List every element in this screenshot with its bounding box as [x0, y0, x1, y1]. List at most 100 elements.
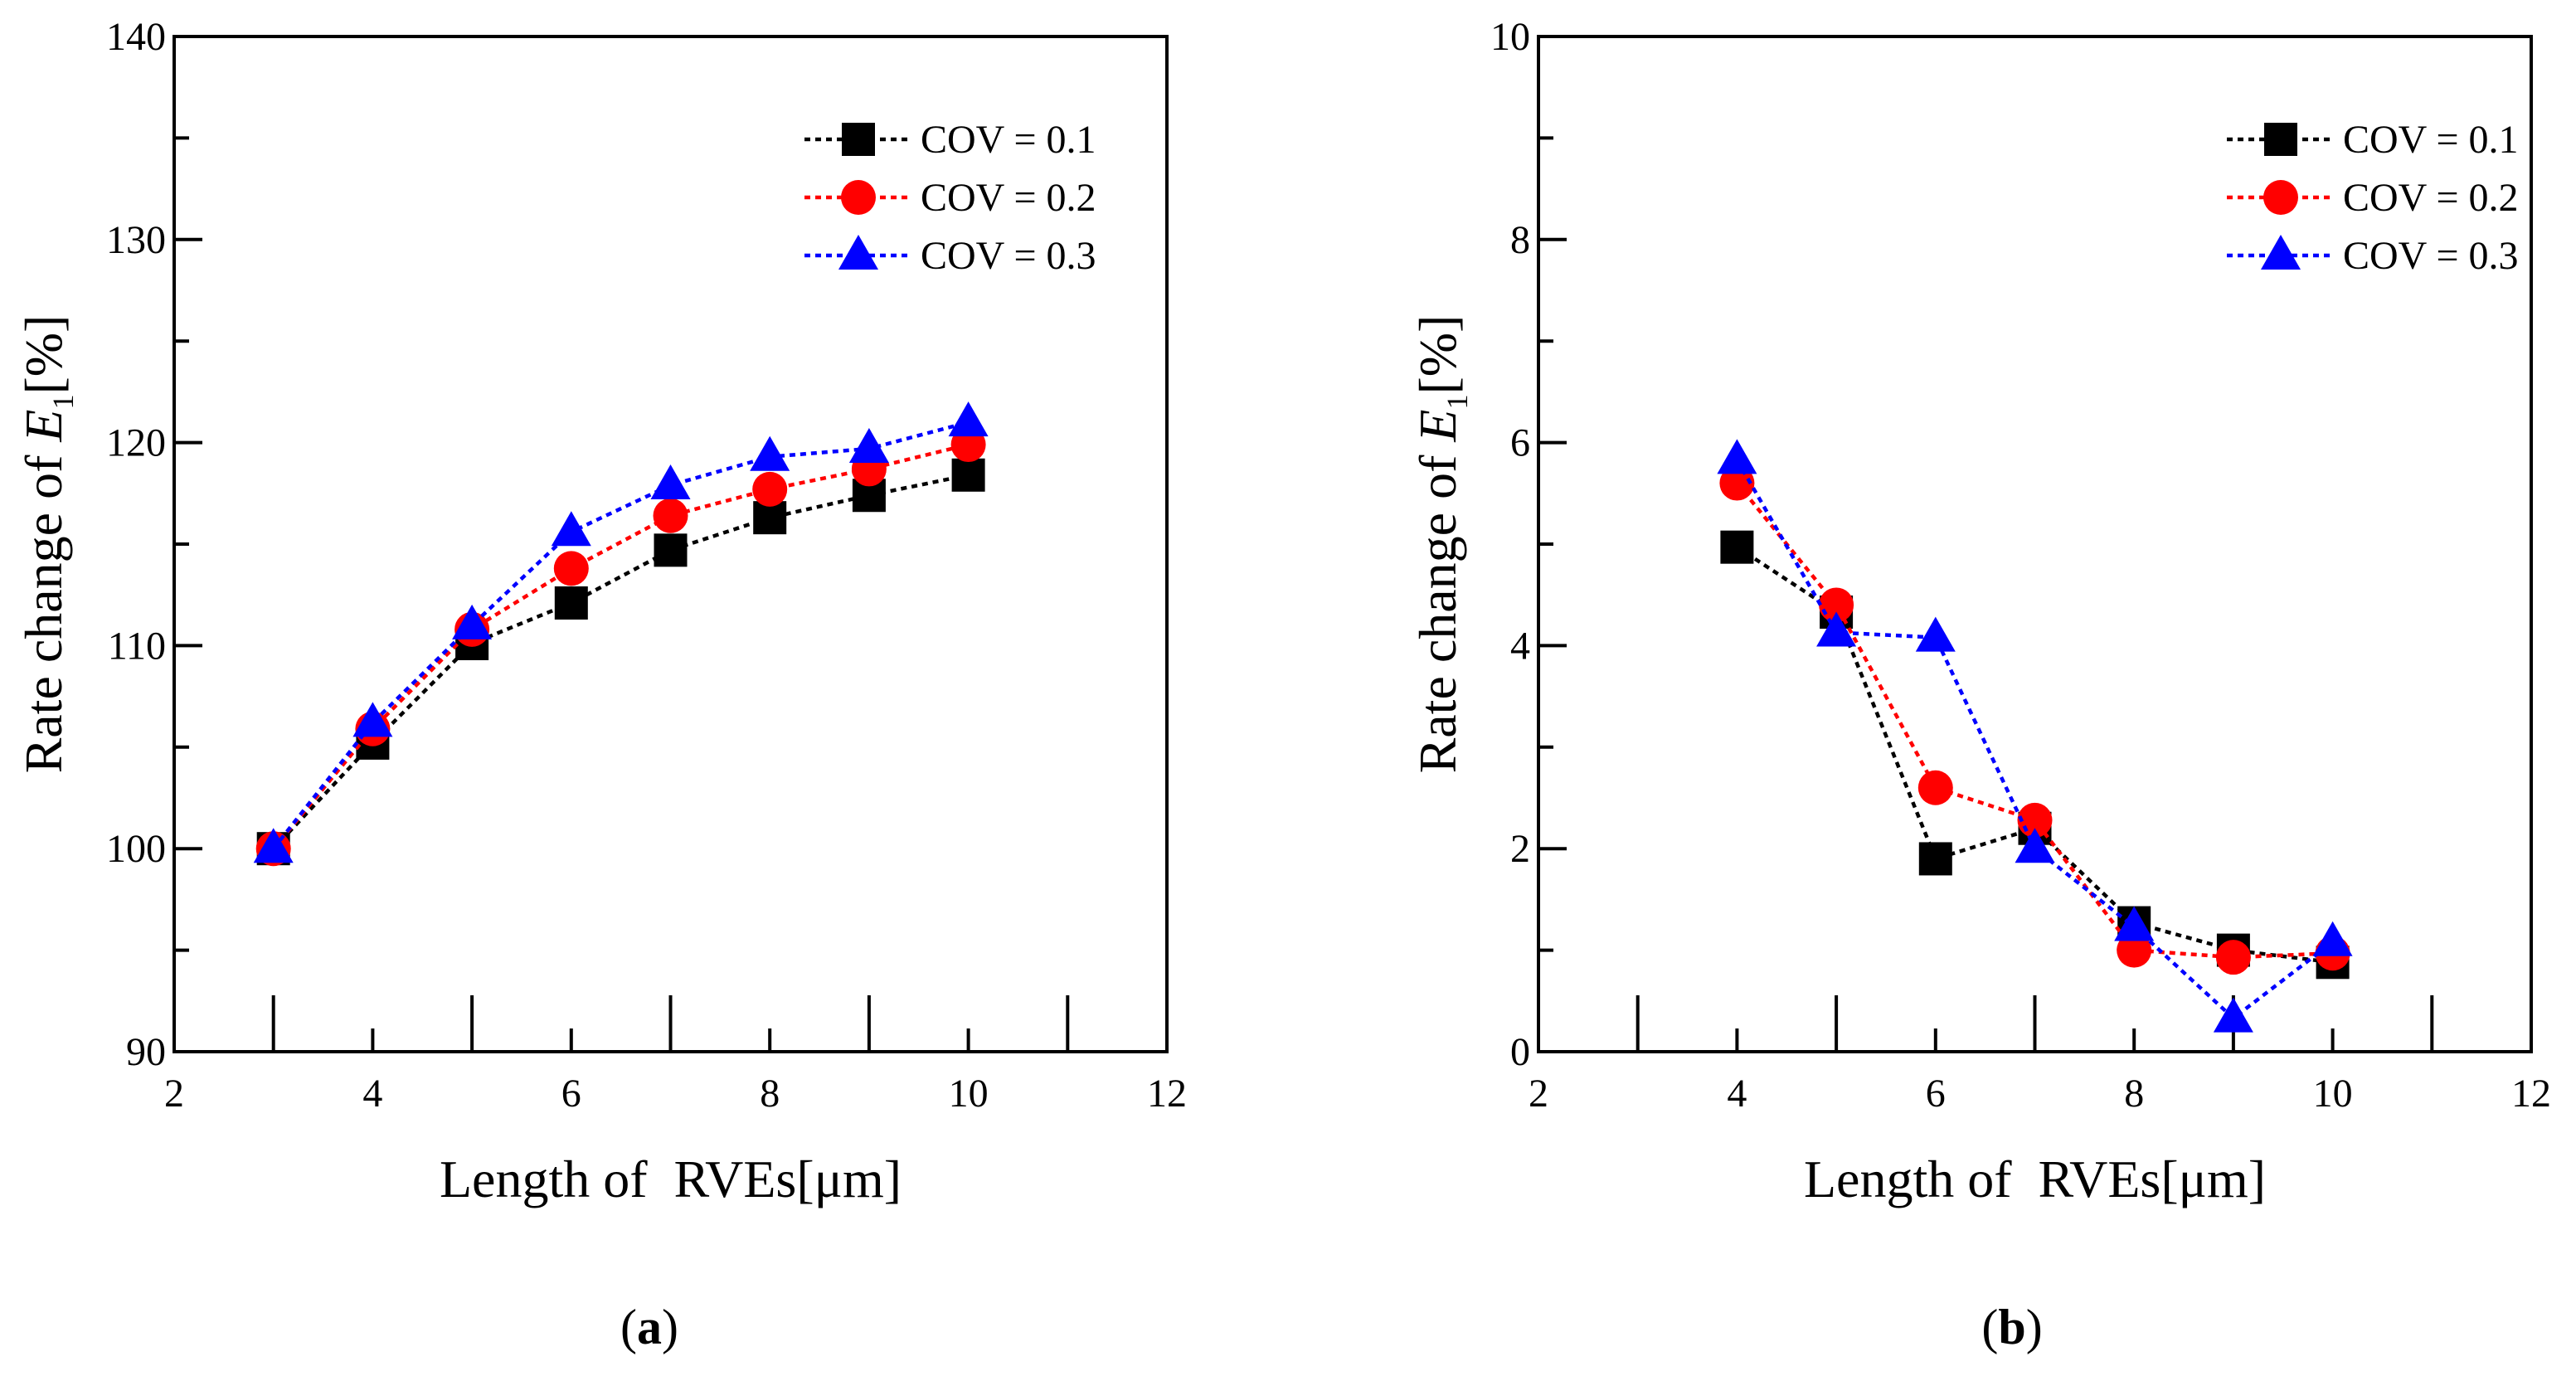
- y-axis-title: Rate change of E1[%]: [1408, 315, 1474, 774]
- y-tick-label: 0: [1510, 1030, 1530, 1074]
- legend-marker-square: [2264, 123, 2297, 156]
- x-tick-label: 10: [949, 1072, 989, 1116]
- series-1: [1719, 465, 2350, 975]
- legend-item: COV = 0.3: [804, 234, 1096, 278]
- y-tick-label: 90: [126, 1030, 166, 1074]
- data-point-square: [1918, 842, 1952, 876]
- data-point-triangle: [948, 401, 989, 437]
- x-tick-label: 12: [1147, 1072, 1187, 1116]
- data-point-circle: [1917, 770, 1953, 805]
- panel-label: (b): [1981, 1300, 2042, 1354]
- data-point-triangle: [1915, 616, 1956, 652]
- legend-marker-circle: [841, 180, 876, 215]
- y-tick-label: 140: [106, 15, 166, 59]
- panel-label: (a): [620, 1300, 678, 1354]
- x-tick-label: 4: [1727, 1072, 1747, 1116]
- y-axis-title-variable: E: [1408, 410, 1467, 443]
- y-tick-label: 4: [1510, 624, 1530, 668]
- legend: COV = 0.1 COV = 0.2 COV = 0.3: [2227, 118, 2519, 278]
- y-axis-title: Rate change of E1[%]: [14, 315, 80, 774]
- data-point-triangle: [2213, 997, 2253, 1033]
- series-2: [253, 401, 989, 863]
- data-point-triangle: [551, 511, 591, 547]
- y-tick-label: 100: [106, 827, 166, 871]
- data-point-square: [554, 586, 588, 620]
- data-point-triangle: [253, 828, 294, 863]
- legend-label: COV = 0.2: [921, 176, 1096, 220]
- y-tick-label: 6: [1510, 421, 1530, 465]
- legend-label: COV = 0.3: [2343, 234, 2519, 278]
- y-tick-label: 10: [1490, 15, 1530, 59]
- legend-label: COV = 0.1: [2343, 118, 2519, 162]
- y-tick-label: 2: [1510, 827, 1530, 871]
- x-tick-label: 12: [2511, 1072, 2551, 1116]
- legend: COV = 0.1 COV = 0.2 COV = 0.3: [804, 118, 1096, 278]
- panel-label-close-paren: ): [662, 1300, 678, 1354]
- series-line: [1735, 482, 2333, 960]
- x-tick-label: 4: [362, 1072, 382, 1116]
- series-2: [1717, 439, 2353, 1033]
- y-axis-title-variable: E: [14, 410, 73, 443]
- y-tick-label: 120: [106, 421, 166, 465]
- series-line: [272, 473, 970, 850]
- data-point-triangle: [452, 604, 493, 639]
- y-axis-title-subscript: 1: [1441, 395, 1474, 410]
- data-point-circle: [2215, 940, 2251, 975]
- legend-item: COV = 0.1: [804, 118, 1096, 162]
- legend-item: COV = 0.3: [2227, 234, 2519, 278]
- data-point-square: [654, 533, 688, 567]
- legend-item: COV = 0.1: [2227, 118, 2519, 162]
- data-point-circle: [553, 551, 589, 586]
- data-point-triangle: [1816, 611, 1857, 647]
- legend-item: COV = 0.2: [804, 176, 1096, 220]
- panel-label-open-paren: (: [620, 1300, 637, 1354]
- data-point-triangle: [750, 435, 790, 471]
- data-point-circle: [653, 498, 688, 533]
- panel-label-letter: b: [1998, 1300, 2025, 1354]
- x-tick-label: 6: [1926, 1072, 1946, 1116]
- x-tick-label: 8: [2124, 1072, 2144, 1116]
- x-tick-label: 2: [164, 1072, 184, 1116]
- data-point-circle: [752, 471, 788, 507]
- y-tick-label: 110: [108, 624, 166, 668]
- panel-label-open-paren: (: [1981, 1300, 1998, 1354]
- legend-marker-triangle: [2261, 235, 2301, 270]
- legend-label: COV = 0.2: [2343, 176, 2519, 220]
- x-tick-label: 2: [1529, 1072, 1548, 1116]
- y-axis-title-prefix: Rate change of: [1408, 442, 1467, 774]
- data-point-triangle: [650, 464, 691, 500]
- data-point-triangle: [848, 427, 889, 463]
- x-axis-title: Length of RVEs[μm]: [440, 1150, 902, 1208]
- x-axis-title: Length of RVEs[μm]: [1804, 1150, 2266, 1208]
- x-tick-label: 10: [2313, 1072, 2353, 1116]
- data-point-triangle: [1717, 439, 1757, 474]
- y-tick-label: 8: [1510, 218, 1530, 262]
- series-0: [256, 458, 985, 866]
- data-point-triangle: [2114, 906, 2155, 941]
- y-axis-title-suffix: [%]: [1408, 315, 1467, 395]
- series-line: [271, 420, 970, 850]
- series-0: [1720, 530, 2350, 980]
- chart-panel-a: 2 4 6 8 10 12 90 100 110 120 130 140 Length of RVEs[…: [14, 15, 1187, 1354]
- legend-item: COV = 0.2: [2227, 176, 2519, 220]
- panel-label-letter: a: [637, 1300, 662, 1354]
- data-point-square: [951, 458, 985, 492]
- data-point-circle: [1719, 465, 1755, 501]
- legend-marker-square: [842, 123, 875, 156]
- x-tick-label: 6: [561, 1072, 581, 1116]
- legend-marker-triangle: [838, 235, 878, 270]
- data-point-circle: [1819, 587, 1854, 623]
- data-point-triangle: [2312, 921, 2353, 956]
- y-axis-title-suffix: [%]: [14, 315, 73, 395]
- panel-label-close-paren: ): [2026, 1300, 2043, 1354]
- data-point-square: [1720, 530, 1754, 564]
- legend-label: COV = 0.3: [921, 234, 1096, 278]
- y-axis-title-subscript: 1: [46, 395, 80, 410]
- legend-label: COV = 0.1: [921, 118, 1096, 162]
- data-point-triangle: [352, 702, 393, 737]
- legend-marker-circle: [2263, 180, 2298, 215]
- data-point-circle: [2117, 932, 2152, 968]
- x-tick-label: 8: [760, 1072, 780, 1116]
